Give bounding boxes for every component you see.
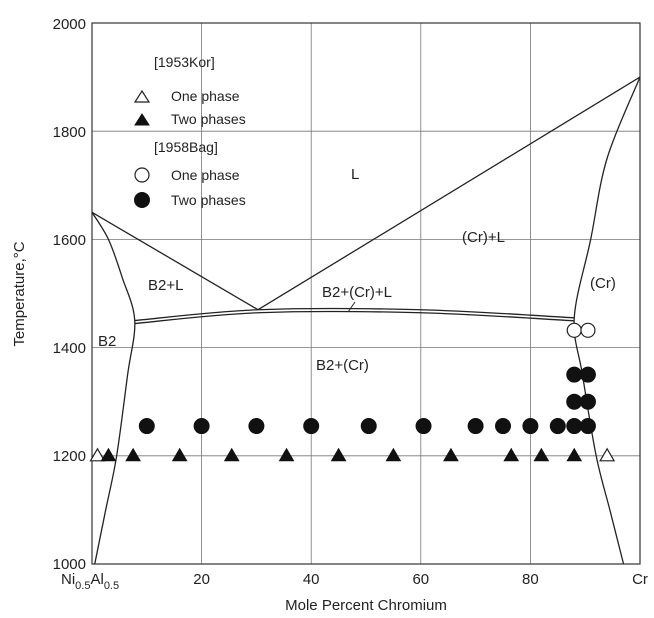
legend-group-1953kor: [1953Kor] — [154, 54, 215, 70]
marker-one-phase-circle — [580, 322, 596, 338]
y-tick-label: 1600 — [53, 232, 86, 249]
legend-filled-triangle-icon — [134, 113, 150, 126]
marker-two-phases-circle — [248, 418, 265, 435]
legend-1958bag-one-phase: One phase — [171, 167, 240, 183]
region-label-cr-liquid: (Cr)+L — [462, 229, 505, 246]
boundary-b2-solvus — [91, 212, 136, 565]
marker-two-phases-triangle — [503, 447, 520, 462]
marker-two-phases-triangle — [223, 447, 240, 462]
marker-one-phase-triangle — [599, 447, 616, 462]
x-tick-label-end: Cr — [632, 571, 648, 588]
y-tick-label: 1400 — [53, 340, 86, 357]
x-tick-label: 60 — [412, 571, 429, 588]
legend-open-circle-icon — [134, 167, 150, 183]
marker-two-phases-triangle — [330, 447, 347, 462]
region-label-b2: B2 — [98, 333, 116, 350]
y-tick-label: 1200 — [53, 448, 86, 465]
data-markers — [89, 322, 616, 462]
x-tick-label: 20 — [193, 571, 210, 588]
legend-1953kor-two-phases: Two phases — [171, 111, 246, 127]
y-tick-label: 1000 — [53, 556, 86, 573]
legend-1953kor-one-phase: One phase — [171, 88, 240, 104]
region-labels: L (Cr)+L B2+L B2+(Cr)+L (Cr) B2 B2+(Cr) — [98, 166, 616, 374]
x-tick-label: 40 — [303, 571, 320, 588]
boundary-eutectic-line — [134, 307, 575, 322]
marker-two-phases-circle — [579, 418, 596, 435]
region-label-b2-cr: B2+(Cr) — [316, 357, 369, 374]
legend-1958bag-two-phases: Two phases — [171, 192, 246, 208]
boundary-liquidus-b2 — [91, 211, 259, 311]
plot-frame — [91, 22, 641, 565]
y-tick-label: 2000 — [53, 16, 86, 33]
marker-two-phases-triangle — [278, 447, 295, 462]
marker-two-phases-circle — [360, 418, 377, 435]
y-tick-label: 1800 — [53, 124, 86, 141]
legend-filled-circle-icon — [134, 192, 150, 208]
region-label-b2-cr-liquid: B2+(Cr)+L — [322, 284, 392, 301]
x-tick-start-al: Al — [90, 571, 103, 588]
region-label-b2-liquid: B2+L — [148, 277, 183, 294]
x-axis-title: Mole Percent Chromium — [285, 597, 447, 614]
marker-two-phases-circle — [566, 418, 583, 435]
x-tick-start-sub2: 0.5 — [104, 580, 119, 592]
marker-one-phase-circle — [566, 322, 582, 338]
x-tick-label: 80 — [522, 571, 539, 588]
marker-two-phases-circle — [303, 418, 320, 435]
marker-two-phases-circle — [522, 418, 539, 435]
boundary-cr-solvus — [573, 76, 641, 565]
marker-two-phases-circle — [193, 418, 210, 435]
marker-two-phases-circle — [549, 418, 566, 435]
marker-two-phases-triangle — [100, 447, 117, 462]
marker-two-phases-circle — [566, 393, 583, 410]
marker-two-phases-circle — [415, 418, 432, 435]
marker-two-phases-triangle — [566, 447, 583, 462]
boundary-liquidus-cr — [257, 76, 641, 311]
y-axis-ticks: 1000 1200 1400 1600 1800 2000 — [53, 16, 86, 573]
legend-open-triangle-icon — [133, 89, 151, 103]
marker-two-phases-triangle — [385, 447, 402, 462]
y-axis-title: Temperature,°C — [11, 241, 28, 346]
marker-two-phases-circle — [566, 366, 583, 383]
boundary-eutectic-line-lower — [134, 310, 575, 325]
marker-two-phases-triangle — [533, 447, 550, 462]
marker-two-phases-circle — [579, 393, 596, 410]
marker-two-phases-circle — [138, 418, 155, 435]
legend: [1953Kor] One phase Two phases [1958Bag]… — [133, 54, 246, 208]
marker-two-phases-circle — [467, 418, 484, 435]
marker-two-phases-triangle — [171, 447, 188, 462]
legend-group-1958bag: [1958Bag] — [154, 139, 218, 155]
marker-one-phase-triangle — [89, 447, 106, 462]
b2-cr-liquid-pointer — [347, 301, 356, 313]
x-tick-start-ni: Ni — [61, 571, 75, 588]
marker-two-phases-circle — [495, 418, 511, 435]
x-tick-label-start: Ni0.5Al0.5 — [61, 571, 119, 592]
region-label-liquid: L — [351, 166, 359, 183]
region-label-cr: (Cr) — [590, 275, 616, 292]
marker-two-phases-triangle — [443, 447, 459, 462]
marker-two-phases-circle — [579, 366, 596, 383]
x-tick-start-sub1: 0.5 — [75, 580, 90, 592]
x-axis-ticks: Ni0.5Al0.5 20 40 60 80 Cr — [61, 571, 648, 592]
marker-two-phases-triangle — [125, 447, 141, 462]
